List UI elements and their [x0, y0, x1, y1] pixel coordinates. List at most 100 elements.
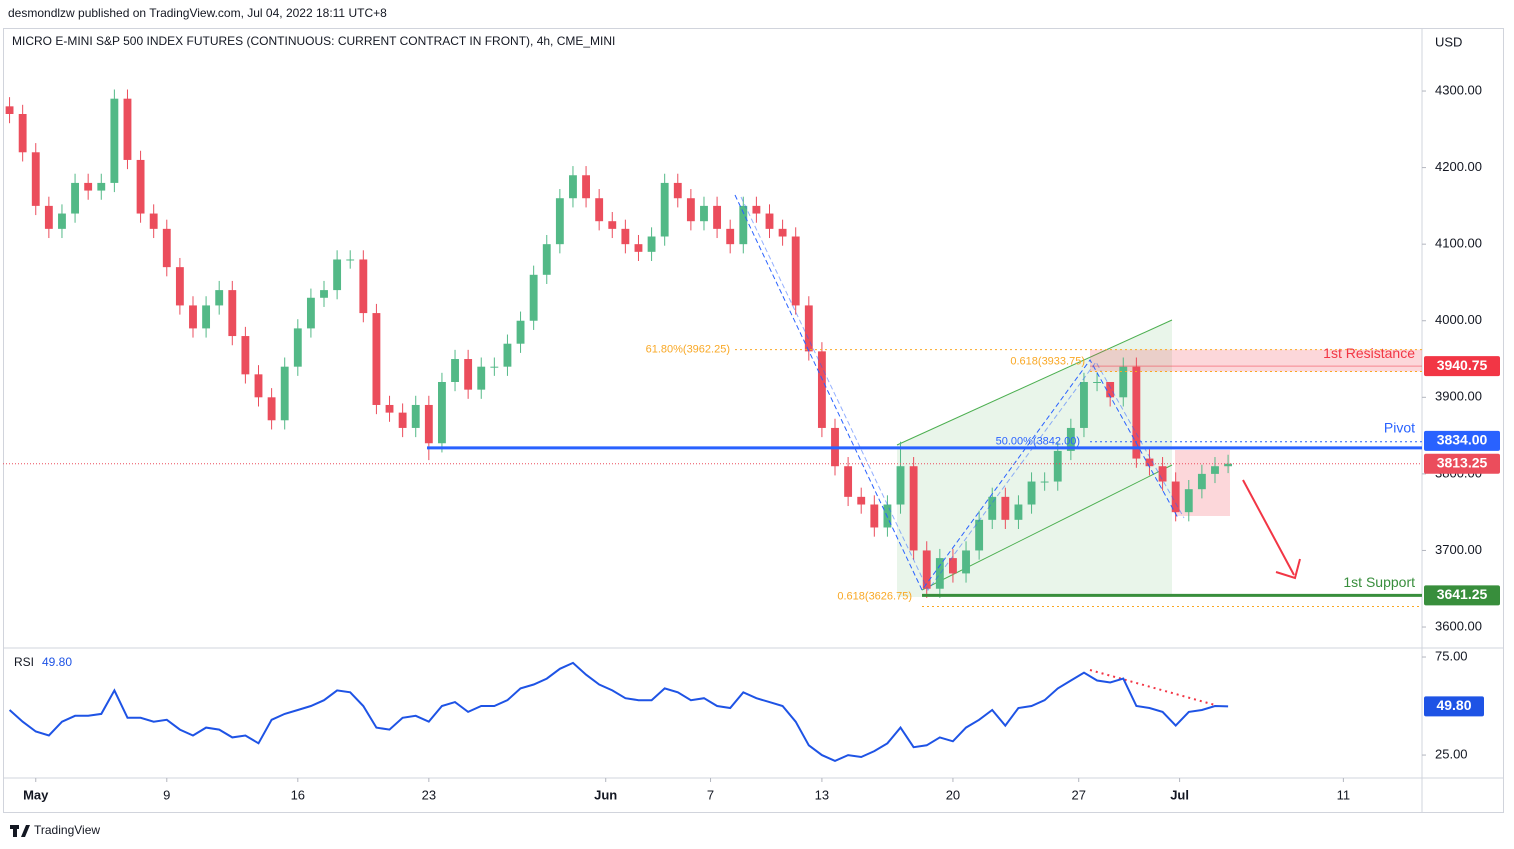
channel-upper	[896, 319, 1173, 446]
candle-body	[857, 496, 866, 505]
candle-body	[1184, 489, 1193, 513]
last-price-tag	[1424, 453, 1500, 474]
candle-body	[1224, 463, 1233, 467]
candle-body	[280, 366, 289, 421]
candle-body	[333, 259, 342, 291]
last-price-label: 3813.25	[1437, 454, 1488, 470]
candle-body	[123, 98, 132, 160]
candle-body	[110, 98, 119, 183]
candle-body	[844, 466, 853, 497]
candle-body	[752, 205, 761, 214]
candle-body	[988, 496, 997, 520]
price-tag-label: 3940.75	[1437, 357, 1488, 373]
candle-body	[1119, 366, 1128, 398]
channel-shade	[897, 320, 1172, 597]
candle-body	[136, 159, 145, 214]
candle-body	[870, 504, 879, 528]
candle-body	[306, 297, 315, 329]
candle-body	[765, 213, 774, 229]
candle-body	[962, 550, 970, 574]
drawings	[3, 194, 1422, 706]
candle-body	[346, 259, 355, 261]
candle-body	[516, 320, 525, 344]
candle-body	[451, 359, 459, 382]
candle-body	[18, 113, 27, 153]
x-tick-label: 27	[1071, 787, 1085, 802]
y-tick-label: 4300.00	[1435, 82, 1482, 97]
rsi-line	[8, 661, 1229, 762]
forecast-arrow	[1242, 479, 1295, 576]
candle-body	[477, 366, 486, 390]
rsi-divergence	[1089, 669, 1216, 706]
x-tick-label: 11	[1337, 787, 1351, 802]
candle-body	[1040, 481, 1049, 483]
y-tick-label: 3700.00	[1435, 542, 1482, 557]
x-tick-label: 9	[163, 787, 170, 802]
x-tick-label: May	[23, 787, 49, 802]
candle-body	[1145, 458, 1154, 467]
candle-body	[555, 198, 564, 245]
candle-body	[464, 359, 473, 390]
candle-body	[398, 412, 407, 428]
candle-body	[320, 290, 328, 298]
candle-body	[1132, 366, 1141, 459]
candle-body	[791, 236, 800, 306]
y-tick-label: 3900.00	[1435, 389, 1482, 404]
candle-body	[529, 274, 538, 321]
candle-body	[935, 558, 944, 589]
candle-body	[1171, 481, 1180, 513]
candle-body	[686, 198, 695, 222]
candle-body	[175, 267, 184, 306]
x-tick-label: Jun	[594, 787, 617, 802]
candle-body	[97, 182, 106, 191]
fib-legs	[734, 194, 1179, 591]
candle-body	[922, 550, 931, 589]
fib-label: 50.00%(3842.00)	[996, 436, 1080, 448]
footer-brand: TradingView	[34, 823, 100, 837]
candle-body	[975, 519, 984, 551]
candle-body	[896, 466, 905, 505]
y-tick-label: 4200.00	[1435, 159, 1482, 174]
candle-body	[267, 397, 276, 421]
candle-body	[595, 198, 604, 222]
candle-body	[1027, 481, 1036, 505]
publisher-header: desmondlzw published on TradingView.com,…	[8, 6, 387, 20]
candle-body	[673, 182, 682, 199]
x-tick-label: 20	[946, 787, 960, 802]
candle-body	[778, 228, 787, 237]
candle-body	[647, 236, 656, 252]
y-tick-label: 4100.00	[1435, 236, 1482, 251]
fib-label: 61.80%(3962.25)	[646, 344, 730, 356]
x-tick-label: Jul	[1170, 787, 1189, 802]
candle-body	[241, 336, 250, 375]
level-name: 1st Support	[1343, 574, 1415, 590]
candle-body	[1106, 381, 1115, 398]
candle-body	[372, 313, 381, 405]
logo-stem	[13, 825, 17, 837]
candle-body	[44, 205, 53, 229]
rsi-label: RSI	[14, 655, 34, 669]
x-tick-label: 7	[707, 787, 714, 802]
rsi-tick-label: 75.00	[1435, 648, 1468, 663]
y-tick-label: 3600.00	[1435, 618, 1482, 633]
forecast-arrowhead	[1275, 558, 1301, 580]
candle-body	[1211, 466, 1219, 474]
candle-body	[1158, 466, 1167, 482]
candle-body	[542, 244, 551, 275]
price-tag-label: 3641.25	[1437, 586, 1488, 602]
rsi-tick-label: 25.00	[1435, 746, 1468, 761]
candle-body	[162, 228, 171, 268]
candle-body	[739, 205, 748, 245]
fib-label: 0.618(3933.75)	[1010, 355, 1085, 367]
candle-body	[569, 175, 577, 199]
candle-body	[424, 404, 433, 444]
candle-body	[5, 106, 14, 114]
candle-body	[189, 305, 197, 329]
rsi-tag-label: 49.80	[1436, 697, 1471, 713]
candle-body	[293, 328, 302, 367]
candle-body	[149, 213, 158, 229]
x-tick-label: 13	[815, 787, 829, 802]
candle-body	[1014, 504, 1023, 520]
candle-body	[503, 343, 512, 367]
